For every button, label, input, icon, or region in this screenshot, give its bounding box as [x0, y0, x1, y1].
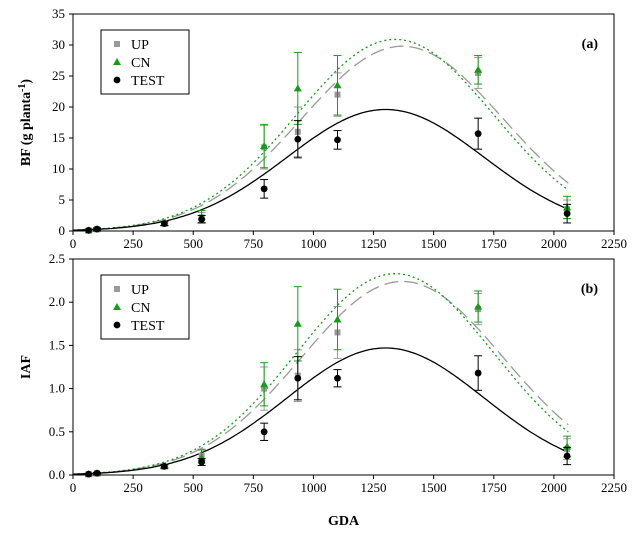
data-point-test — [93, 469, 101, 477]
data-point-test — [198, 458, 206, 466]
y-tick-label: 1.0 — [49, 381, 65, 396]
y-tick-label: 0.0 — [49, 467, 65, 482]
y-tick-label: 2.0 — [49, 294, 65, 309]
x-tick-label: 1500 — [421, 480, 447, 495]
x-tick-label: 2250 — [601, 236, 627, 251]
y-tick-label: 30 — [52, 37, 65, 52]
data-point-test — [85, 226, 93, 234]
y-tick-label: 25 — [52, 68, 65, 83]
plot-frame — [72, 258, 615, 476]
y-tick-label: 0.5 — [49, 424, 65, 439]
x-tick-label: 2000 — [541, 480, 567, 495]
y-tick-label: 2.5 — [49, 251, 65, 266]
data-point-test — [260, 185, 268, 193]
legend-marker-up — [114, 41, 120, 47]
legend-marker-cn — [113, 303, 121, 310]
legend-marker-test — [113, 76, 121, 84]
x-tick-label: 1250 — [361, 236, 387, 251]
legend: UP CN TEST — [100, 29, 190, 95]
panel-tag: (a) — [582, 37, 599, 52]
fit-curve-cn — [72, 38, 569, 231]
data-point-cn — [293, 319, 302, 327]
data-point-cn — [260, 142, 269, 150]
legend-marker-test — [113, 321, 121, 329]
y-tick-label: 35 — [52, 6, 65, 21]
x-tick-label: 750 — [244, 236, 264, 251]
x-tick-label: 1000 — [300, 236, 326, 251]
x-tick-label: 1000 — [300, 480, 326, 495]
x-tick-label: 500 — [183, 480, 203, 495]
y-tick-label: 15 — [52, 130, 65, 145]
data-point-test — [563, 452, 571, 460]
x-tick-label: 0 — [70, 480, 77, 495]
x-tick-label: 750 — [244, 480, 264, 495]
data-point-cn — [333, 81, 342, 89]
data-point-test — [160, 462, 168, 470]
data-point-test — [93, 225, 101, 233]
fit-curve-up — [72, 45, 569, 231]
x-tick-label: 1750 — [481, 480, 507, 495]
y-tick-label: 5 — [59, 192, 66, 207]
data-point-test — [563, 210, 571, 218]
panel-b: 0 250 500 750 1000 1250 1500 1750 2000 2250 0.0 0.5… — [19, 251, 627, 529]
data-point-test — [294, 374, 302, 382]
x-axis-label: GDA — [328, 514, 360, 529]
legend-label-cn: CN — [131, 301, 150, 316]
data-point-cn — [293, 84, 302, 92]
y-axis-label: IAF — [19, 355, 34, 379]
fit-curve-test — [72, 347, 569, 475]
data-point-test — [474, 369, 482, 377]
x-tick-label: 1250 — [361, 480, 387, 495]
data-point-test — [474, 130, 482, 138]
data-point-test — [160, 220, 168, 227]
data-point-test — [334, 374, 341, 382]
x-tick-label: 1500 — [421, 236, 447, 251]
data-point-test — [334, 136, 341, 144]
y-tick-label: 1.5 — [49, 337, 65, 352]
legend-label-cn: CN — [131, 56, 150, 71]
x-tick-label: 0 — [70, 236, 77, 251]
legend-label-up: UP — [131, 38, 149, 53]
data-point-cn — [474, 65, 483, 73]
legend-label-up: UP — [131, 283, 149, 298]
data-point-test — [260, 428, 268, 436]
x-tick-label: 500 — [183, 236, 203, 251]
x-tick-label: 2250 — [601, 480, 627, 495]
fit-curve-up — [72, 280, 569, 475]
data-point-cn — [333, 315, 342, 323]
legend-label-test: TEST — [131, 319, 165, 334]
panel-a: 0 250 500 750 1000 1250 1500 1750 2000 2250 0 5 10 15… — [17, 6, 628, 251]
y-tick-label: 20 — [52, 99, 65, 114]
x-tick-label: 2000 — [541, 236, 567, 251]
legend-marker-cn — [113, 58, 121, 65]
x-tick-label: 1750 — [481, 236, 507, 251]
legend-label-test: TEST — [131, 74, 165, 89]
legend: UP CN TEST — [100, 274, 190, 340]
panel-tag: (b) — [581, 282, 598, 297]
data-point-test — [198, 215, 206, 223]
x-tick-label: 250 — [123, 480, 143, 495]
data-point-test — [294, 135, 302, 143]
y-tick-label: 0 — [59, 223, 66, 238]
x-tick-label: 250 — [123, 236, 143, 251]
fit-curve-test — [72, 108, 569, 231]
data-point-test — [85, 470, 93, 478]
y-tick-label: 10 — [52, 161, 65, 176]
data-point-cn — [260, 380, 269, 388]
plot-frame — [72, 13, 615, 232]
y-axis-label: BF (g planta-1) — [17, 79, 35, 167]
data-point-cn — [474, 302, 483, 310]
legend-marker-up — [114, 286, 120, 292]
